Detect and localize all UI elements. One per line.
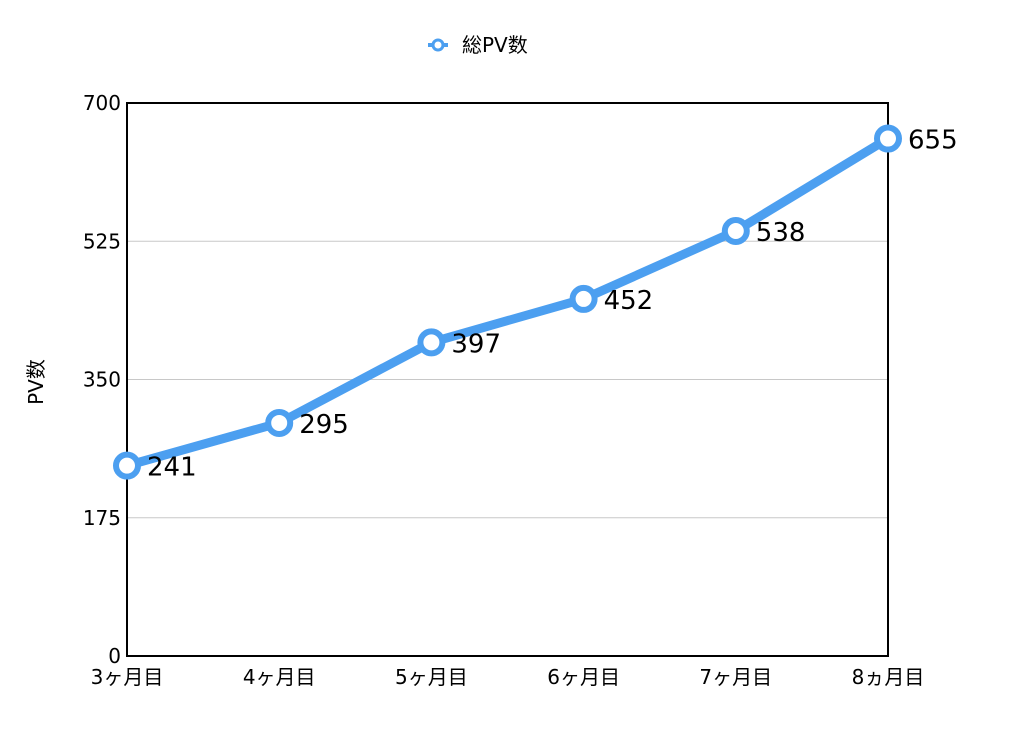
plot-area-frame <box>126 102 889 657</box>
x-tick-label: 3ヶ月目 <box>91 665 164 689</box>
x-tick-label: 7ヶ月目 <box>699 665 772 689</box>
data-label: 241 <box>147 453 197 483</box>
data-point <box>265 408 294 437</box>
legend-point-marker <box>431 38 445 52</box>
data-label: 397 <box>451 329 501 359</box>
data-label: 452 <box>604 286 654 316</box>
x-axis-ticks: 3ヶ月目 4ヶ月目 5ヶ月目 6ヶ月目 7ヶ月目 8ヵ月目 <box>91 665 925 689</box>
data-point <box>874 124 902 153</box>
y-tick-label: 175 <box>83 506 121 530</box>
data-point <box>721 216 750 245</box>
y-tick-label: 525 <box>83 229 121 253</box>
x-tick-label: 8ヵ月目 <box>852 665 925 689</box>
data-label: 538 <box>756 218 806 248</box>
data-point <box>417 328 446 357</box>
series-line <box>122 134 893 471</box>
x-tick-label: 4ヶ月目 <box>243 665 316 689</box>
y-axis-title: PV数 <box>24 359 48 405</box>
y-tick-label: 700 <box>83 91 121 115</box>
data-point <box>113 451 141 480</box>
series-layer: 241 295 397 452 538 655 <box>113 124 958 483</box>
data-label: 295 <box>299 410 349 440</box>
gridlines <box>127 240 888 519</box>
data-point <box>569 284 598 313</box>
data-label: 655 <box>908 126 958 156</box>
legend: 総PV数 <box>428 33 528 57</box>
legend-label: 総PV数 <box>462 33 528 57</box>
x-tick-label: 5ヶ月目 <box>395 665 468 689</box>
y-tick-label: 0 <box>108 644 121 668</box>
x-tick-label: 6ヶ月目 <box>547 665 620 689</box>
y-tick-label: 350 <box>83 368 121 392</box>
y-axis-ticks: 0 175 350 525 700 <box>83 91 121 668</box>
